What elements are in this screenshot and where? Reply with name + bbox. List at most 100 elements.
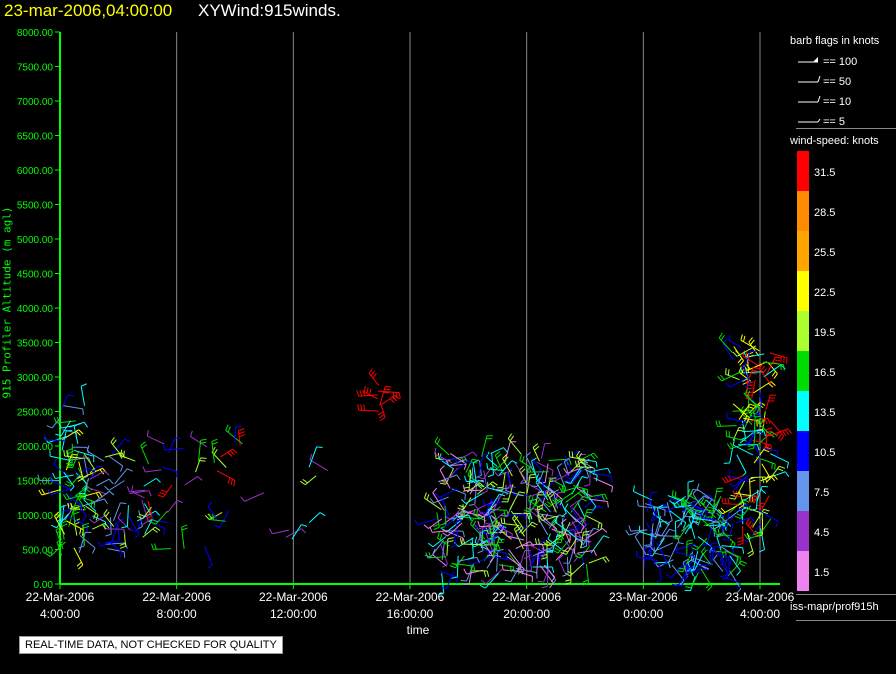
barb-shaft [556, 491, 574, 504]
barb-shaft [441, 572, 445, 594]
barb-flag [717, 376, 723, 382]
barb-flag [607, 467, 611, 474]
barb-shaft [377, 390, 400, 394]
barb-flag [123, 450, 125, 457]
barb-shaft [753, 381, 772, 394]
barb-shaft [654, 542, 674, 552]
barb-flag [679, 579, 685, 586]
barb-shaft [585, 493, 605, 499]
wind-barb [96, 478, 114, 487]
barb-flag [41, 488, 46, 495]
barb-flag [467, 559, 472, 565]
barb-flag [76, 475, 83, 480]
wind-barb [449, 453, 467, 470]
barb-shaft [452, 529, 457, 546]
wind-barb [585, 527, 608, 540]
barb-flag [141, 444, 147, 449]
barb-flag [777, 433, 783, 440]
wind-barb [697, 536, 713, 553]
wind-barb [429, 496, 449, 504]
wind-barb [63, 493, 86, 501]
barb-flag [707, 586, 713, 592]
barb-flag [571, 451, 574, 458]
barb-legend-flag [817, 95, 821, 103]
barb-flag [674, 491, 677, 498]
barb-flag [752, 369, 759, 372]
barb-flag [745, 518, 750, 524]
barb-shaft [769, 419, 785, 437]
barb-shaft [209, 512, 223, 521]
barb-shaft [111, 518, 125, 527]
barb-flag [651, 517, 657, 522]
wind-barb [457, 497, 472, 511]
wind-barb [300, 475, 317, 486]
barb-shaft [485, 569, 503, 585]
barb-shaft [540, 443, 546, 459]
barb-flag [748, 500, 755, 503]
barb-flag [727, 497, 730, 505]
barb-flag [537, 504, 544, 508]
barb-flag [497, 544, 501, 551]
wind-barb [685, 572, 699, 589]
wind-barb [574, 460, 594, 469]
wind-barb [691, 512, 712, 521]
barb-flag [492, 481, 498, 486]
barb-shaft [216, 470, 236, 481]
wind-barb [672, 523, 690, 540]
wind-barb [507, 513, 527, 521]
wind-barb [478, 453, 490, 476]
barb-flag [76, 561, 82, 567]
barb-flag [580, 490, 586, 496]
wind-barb [463, 568, 484, 575]
barb-shaft [497, 484, 511, 500]
barb-flag [439, 522, 446, 526]
barb-flag [108, 478, 114, 485]
barb-shaft [758, 390, 762, 406]
barb-flag [55, 526, 62, 531]
barb-shaft [490, 447, 504, 455]
barb-flag [316, 446, 323, 448]
barb-flag [523, 509, 530, 513]
barb-shaft [753, 444, 761, 459]
barb-shaft [61, 423, 81, 429]
barb-flag [736, 555, 739, 563]
wind-barb [181, 524, 188, 549]
wind-barb [46, 415, 62, 429]
barb-flag [762, 368, 767, 374]
wind-barb [448, 530, 465, 538]
barb-shaft [184, 476, 198, 486]
wind-barb [568, 450, 586, 461]
barb-flag [763, 449, 770, 453]
y-tick-label: 3500.00 [17, 339, 54, 350]
barb-shaft [757, 422, 770, 434]
barb-shaft [468, 469, 472, 491]
speed-level-label: 25.5 [814, 247, 835, 259]
barb-flag [109, 490, 115, 496]
barb-flag [482, 529, 489, 532]
barb-shaft [541, 477, 547, 497]
barb-shaft [117, 524, 120, 541]
y-tick-label: 1500.00 [17, 477, 54, 488]
wind-barb [725, 368, 740, 381]
barb-shaft [531, 460, 538, 480]
barb-flag [368, 368, 373, 374]
barb-flag [568, 458, 572, 465]
barb-flag [53, 459, 57, 466]
wind-barb [427, 536, 447, 548]
wind-barb [746, 430, 764, 446]
wind-barb [79, 535, 96, 554]
wind-barb [674, 519, 682, 540]
barb-flag [745, 383, 751, 388]
barb-flag [706, 509, 713, 512]
wind-barb [732, 403, 750, 424]
wind-barb [686, 539, 693, 557]
barb-shaft [690, 552, 700, 566]
barb-shaft [740, 505, 743, 523]
barb-flag [504, 579, 511, 583]
barb-flag [628, 525, 632, 532]
barb-shaft [752, 439, 772, 446]
wind-barb [510, 510, 524, 534]
barb-flag [425, 552, 429, 559]
barb-shaft [444, 505, 447, 527]
wind-barb [487, 493, 506, 512]
